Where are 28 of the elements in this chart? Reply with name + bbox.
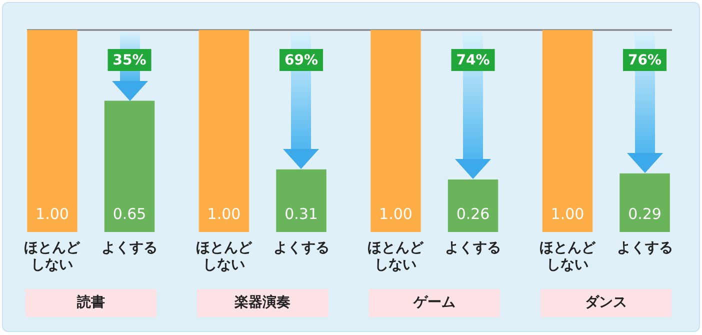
data-label: 0.29 bbox=[628, 205, 662, 223]
text: よくする bbox=[616, 240, 673, 256]
data-label: 1.00 bbox=[207, 205, 241, 223]
series-label: よくする bbox=[273, 240, 330, 256]
annotation: 76% bbox=[628, 52, 662, 69]
text: ほとんどしない bbox=[368, 240, 424, 273]
bar bbox=[198, 30, 250, 232]
x-tick-label: 読書 bbox=[76, 294, 105, 311]
bar bbox=[370, 30, 421, 232]
text: ほとんどしない bbox=[24, 240, 80, 273]
data-label: 1.00 bbox=[550, 205, 584, 223]
bar bbox=[27, 30, 78, 232]
data-label: 0.26 bbox=[456, 205, 490, 223]
data-label: 0.65 bbox=[112, 205, 146, 223]
annotation: 74% bbox=[456, 52, 490, 69]
x-tick-label: 楽器演奏 bbox=[234, 294, 291, 311]
annotation: 35% bbox=[112, 52, 146, 69]
data-label: 1.00 bbox=[36, 205, 69, 223]
x-tick-label: ダンス bbox=[585, 294, 628, 311]
annotation: 69% bbox=[284, 52, 318, 69]
text: ほとんどしない bbox=[539, 240, 596, 273]
data-label: 1.00 bbox=[379, 205, 412, 223]
text: よくする bbox=[102, 240, 158, 256]
bar bbox=[542, 30, 593, 232]
text: よくする bbox=[445, 240, 502, 256]
series-label: ほとんどしない bbox=[196, 240, 253, 273]
x-tick-label: ゲーム bbox=[412, 294, 456, 311]
data-label: 0.31 bbox=[284, 205, 318, 223]
